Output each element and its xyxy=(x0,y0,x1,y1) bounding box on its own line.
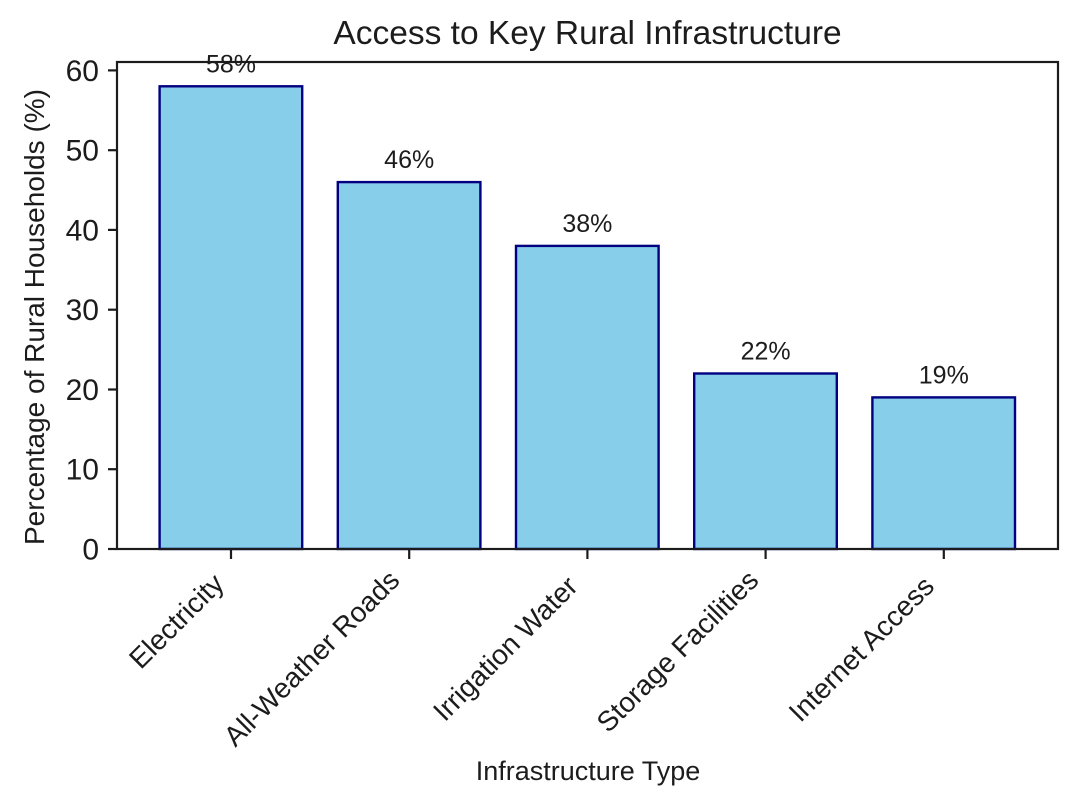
svg-text:22%: 22% xyxy=(741,338,791,366)
svg-text:19%: 19% xyxy=(919,361,969,389)
svg-text:Access to Key Rural Infrastruc: Access to Key Rural Infrastructure xyxy=(333,15,841,52)
svg-text:30: 30 xyxy=(66,294,99,327)
svg-text:Percentage of Rural Households: Percentage of Rural Households (%) xyxy=(19,89,50,545)
svg-text:50: 50 xyxy=(66,135,99,168)
svg-text:40: 40 xyxy=(66,214,99,247)
svg-text:Infrastructure Type: Infrastructure Type xyxy=(476,756,701,786)
svg-text:20: 20 xyxy=(66,374,99,407)
svg-text:58%: 58% xyxy=(206,50,256,78)
svg-text:10: 10 xyxy=(66,454,99,487)
svg-text:60: 60 xyxy=(66,55,99,88)
svg-text:0: 0 xyxy=(82,533,99,566)
svg-text:46%: 46% xyxy=(384,146,434,174)
svg-text:38%: 38% xyxy=(562,210,612,238)
